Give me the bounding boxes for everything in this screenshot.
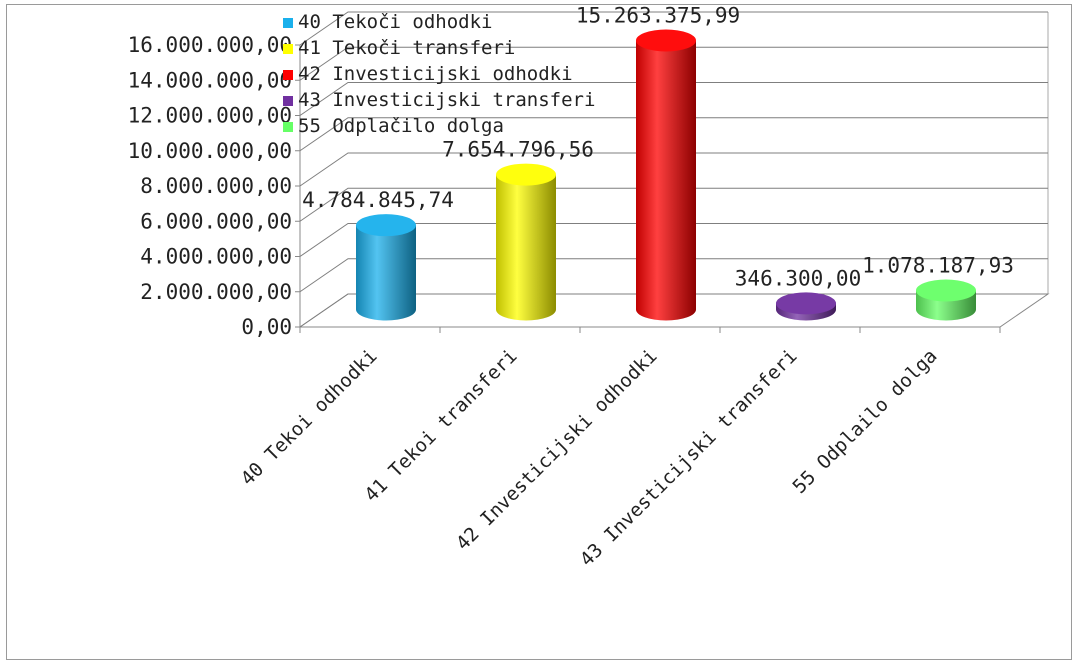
y-tick-label: 0,00 [241,315,292,339]
bar-top [636,29,696,51]
x-tick-label: 55 Odplailo dolga [788,345,941,498]
bar-top [356,214,416,236]
legend-swatch [283,70,293,80]
bar-top [776,292,836,314]
y-tick-label: 8.000.000,00 [140,174,292,198]
y-tick-label: 4.000.000,00 [140,245,292,269]
x-tick-label: 40 Tekoi odhodki [237,345,382,490]
y-tick-label: 2.000.000,00 [140,280,292,304]
legend-swatch [283,122,293,132]
x-tick-label: 41 Tekoi transferi [360,345,521,506]
bar-top [916,279,976,301]
y-tick-label: 16.000.000,00 [128,33,292,57]
y-tick-label: 12.000.000,00 [128,104,292,128]
data-label: 15.263.375,99 [576,3,740,27]
y-tick-label: 14.000.000,00 [128,68,292,92]
legend-entry: 43 Investicijski transferi [298,89,595,111]
data-label: 7.654.796,56 [442,138,594,162]
data-label: 1.078.187,93 [862,253,1014,277]
data-label: 346.300,00 [735,266,861,290]
y-axis-tick-labels: 0,00 2.000.000,00 4.000.000,00 6.000.000,00… [128,33,292,339]
data-label: 4.784.845,74 [302,188,454,212]
legend-entry: 55 Odplačilo dolga [298,115,504,137]
legend-swatch [283,18,293,28]
bar-top [496,164,556,186]
x-axis-tick-labels: 40 Tekoi odhodki41 Tekoi transferi42 I… [237,327,1000,571]
bar [636,40,696,320]
legend-swatch [283,44,293,54]
legend-entry: 40 Tekoči odhodki [298,11,492,33]
legend-entry: 41 Tekoči transferi [298,37,515,59]
bar [356,225,416,320]
y-tick-label: 10.000.000,00 [128,139,292,163]
bar [496,175,556,321]
legend-entry: 42 Investicijski odhodki [298,63,573,85]
y-tick-label: 6.000.000,00 [140,209,292,233]
x-tick-label: 43 Investicijski transferi [576,345,802,571]
legend-swatch [283,96,293,106]
